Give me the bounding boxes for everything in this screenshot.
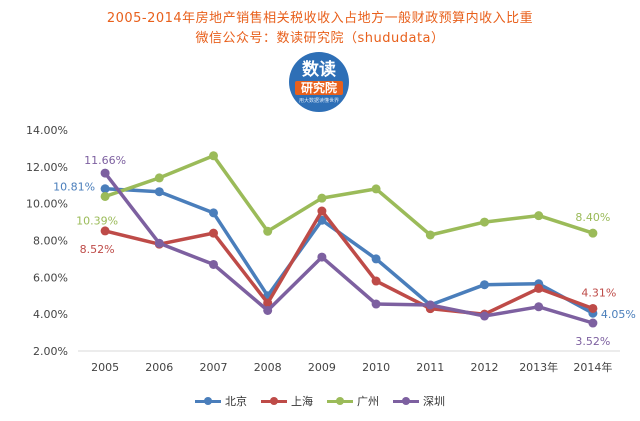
legend-label: 深圳 <box>423 395 445 408</box>
legend-label: 广州 <box>357 395 379 408</box>
logo-line-3: 用大数据读懂世界 <box>298 98 339 104</box>
chart-subtitle: 微信公众号：数读研究院（shududata） <box>195 31 445 46</box>
data-point <box>534 283 544 293</box>
logo-line-1: 数读 <box>302 60 336 80</box>
data-point <box>317 252 327 262</box>
data-label: 8.40% <box>575 211 610 224</box>
data-point <box>534 302 544 312</box>
x-tick-label: 2012 <box>471 361 499 374</box>
x-tick-label: 2005 <box>91 361 119 374</box>
data-label: 11.66% <box>84 154 126 167</box>
data-point <box>588 228 598 238</box>
y-tick-label: 8.00% <box>33 235 68 248</box>
legend-swatch <box>393 395 419 407</box>
legend-swatch <box>327 395 353 407</box>
data-point <box>425 230 435 240</box>
legend-label: 北京 <box>225 395 247 408</box>
data-point <box>100 168 110 178</box>
data-label: 10.39% <box>76 214 118 227</box>
data-point <box>263 298 273 308</box>
x-tick-label: 2006 <box>145 361 173 374</box>
data-label: 4.05% <box>601 308 636 321</box>
data-point <box>371 276 381 286</box>
x-tick-label: 2011 <box>416 361 444 374</box>
data-label: 10.81% <box>53 181 95 194</box>
series-line-上海 <box>104 209 594 316</box>
data-point <box>588 303 598 313</box>
data-point <box>425 300 435 310</box>
x-tick-label: 2013年 <box>519 360 558 374</box>
legend-swatch <box>261 395 287 407</box>
x-tick-label: 2010 <box>362 361 390 374</box>
y-tick-label: 14.00% <box>26 124 68 137</box>
series-line-深圳 <box>103 172 594 325</box>
legend-label: 上海 <box>291 395 313 408</box>
data-point <box>209 208 218 218</box>
y-tick-label: 4.00% <box>33 308 68 321</box>
x-tick-label: 2008 <box>254 361 282 374</box>
series-line-北京 <box>105 186 594 315</box>
data-point <box>100 184 110 194</box>
data-point <box>480 217 489 227</box>
data-point <box>154 187 164 197</box>
legend-swatch <box>195 395 221 407</box>
legend-item: 上海 <box>261 393 313 409</box>
data-point <box>100 226 110 236</box>
y-tick-label: 10.00% <box>26 198 68 211</box>
data-point <box>209 151 218 161</box>
x-tick-label: 2009 <box>308 361 336 374</box>
data-point <box>209 228 218 238</box>
data-point <box>371 254 381 264</box>
data-point <box>263 305 273 315</box>
data-point <box>371 184 381 194</box>
data-point <box>263 226 273 236</box>
series-line-广州 <box>104 154 594 237</box>
data-label: 3.52% <box>575 335 610 348</box>
y-tick-label: 12.00% <box>26 161 68 174</box>
data-point <box>317 193 327 203</box>
logo-line-2: 研究院 <box>295 81 343 95</box>
legend-item: 北京 <box>195 393 247 409</box>
chart-legend: 北京 上海 广州 深圳 <box>0 393 640 409</box>
data-point <box>480 280 489 290</box>
data-point <box>209 259 218 269</box>
data-point <box>100 191 110 201</box>
data-label: 8.52% <box>80 243 115 256</box>
legend-item: 深圳 <box>393 393 445 409</box>
brand-logo: 数读 研究院 用大数据读懂世界 <box>289 52 349 112</box>
data-point <box>534 211 544 221</box>
x-tick-label: 2007 <box>200 361 228 374</box>
data-point <box>588 318 598 328</box>
x-tick-label: 2014年 <box>573 360 612 374</box>
data-label: 4.31% <box>581 286 616 299</box>
chart-title: 2005-2014年房地产销售相关税收收入占地方一般财政预算内收入比重 <box>106 11 534 26</box>
data-point <box>480 311 489 321</box>
data-point <box>317 206 327 216</box>
data-point <box>154 238 164 248</box>
y-tick-label: 6.00% <box>33 271 68 284</box>
y-tick-label: 2.00% <box>33 345 68 358</box>
data-point <box>154 173 164 183</box>
data-point <box>371 299 381 309</box>
legend-item: 广州 <box>327 393 379 409</box>
